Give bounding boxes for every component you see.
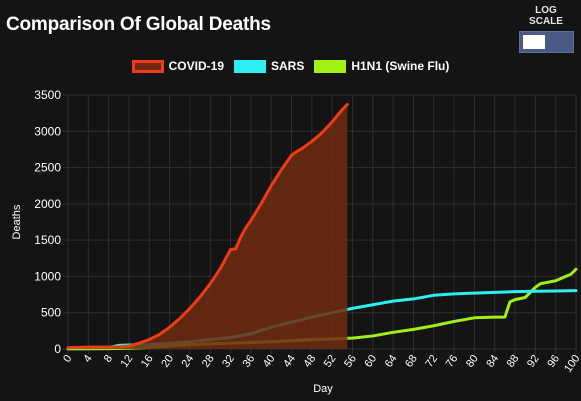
x-tick-label: 56 bbox=[342, 353, 359, 370]
log-scale-label: LOG SCALE bbox=[529, 5, 563, 27]
x-tick-label: 36 bbox=[240, 353, 257, 370]
legend-item-covid[interactable]: COVID-19 bbox=[131, 59, 224, 73]
x-tick-label: 40 bbox=[261, 353, 278, 370]
x-tick-label: 68 bbox=[403, 353, 420, 370]
x-tick-label: 20 bbox=[159, 353, 176, 370]
y-tick-label: 0 bbox=[54, 342, 61, 356]
x-tick-label: 52 bbox=[322, 353, 339, 370]
legend-label-h1n1: H1N1 (Swine Flu) bbox=[351, 59, 450, 73]
x-axis-label: Day bbox=[313, 383, 333, 395]
x-tick-label: 76 bbox=[444, 353, 461, 370]
x-tick-label: 72 bbox=[423, 353, 440, 370]
legend-swatch-covid bbox=[131, 59, 164, 73]
x-tick-label: 28 bbox=[200, 353, 217, 370]
x-tick-label: 80 bbox=[464, 353, 481, 370]
series-area-covid bbox=[68, 104, 348, 349]
x-tick-label: 100 bbox=[562, 353, 581, 375]
legend-swatch-h1n1 bbox=[314, 59, 347, 73]
y-axis-label: Deaths bbox=[11, 204, 23, 239]
log-scale-toggle[interactable] bbox=[519, 31, 574, 53]
log-scale-control: LOG SCALE bbox=[517, 5, 575, 53]
y-tick-label: 2500 bbox=[34, 161, 61, 175]
legend-swatch-sars bbox=[234, 59, 266, 73]
toggle-knob bbox=[523, 35, 545, 49]
x-tick-label: 32 bbox=[220, 353, 237, 370]
y-tick-label: 3500 bbox=[34, 88, 61, 102]
y-tick-label: 3000 bbox=[34, 124, 61, 138]
legend-label-sars: SARS bbox=[271, 59, 305, 73]
x-tick-label: 44 bbox=[281, 353, 298, 370]
legend-item-sars[interactable]: SARS bbox=[234, 59, 304, 73]
x-tick-label: 96 bbox=[545, 353, 562, 370]
legend-label-covid: COVID-19 bbox=[168, 59, 224, 73]
y-tick-label: 1000 bbox=[34, 269, 61, 283]
series-line-covid bbox=[66, 102, 349, 350]
x-tick-label: 48 bbox=[301, 353, 318, 370]
y-tick-label: 1500 bbox=[34, 233, 61, 247]
x-tick-label: 64 bbox=[383, 353, 400, 370]
series-layer bbox=[66, 102, 578, 351]
x-tick-label: 88 bbox=[505, 353, 522, 370]
x-tick-label: 16 bbox=[139, 353, 156, 370]
chart-title: Comparison Of Global Deaths bbox=[6, 14, 271, 35]
x-tick-label: 4 bbox=[81, 353, 94, 365]
x-tick-label: 92 bbox=[525, 353, 542, 370]
y-tick-label: 2000 bbox=[34, 197, 61, 211]
x-tick-label: 84 bbox=[484, 353, 501, 370]
x-tick-label: 8 bbox=[102, 353, 115, 365]
x-tick-label: 0 bbox=[61, 353, 74, 365]
x-tick-label: 60 bbox=[362, 353, 379, 370]
x-tick-label: 12 bbox=[119, 353, 136, 370]
y-tick-label: 500 bbox=[41, 306, 61, 320]
chart-legend: COVID-19 SARS H1N1 (Swine Flu) bbox=[0, 59, 581, 73]
x-tick-label: 24 bbox=[180, 353, 197, 370]
legend-item-h1n1[interactable]: H1N1 (Swine Flu) bbox=[314, 59, 449, 73]
